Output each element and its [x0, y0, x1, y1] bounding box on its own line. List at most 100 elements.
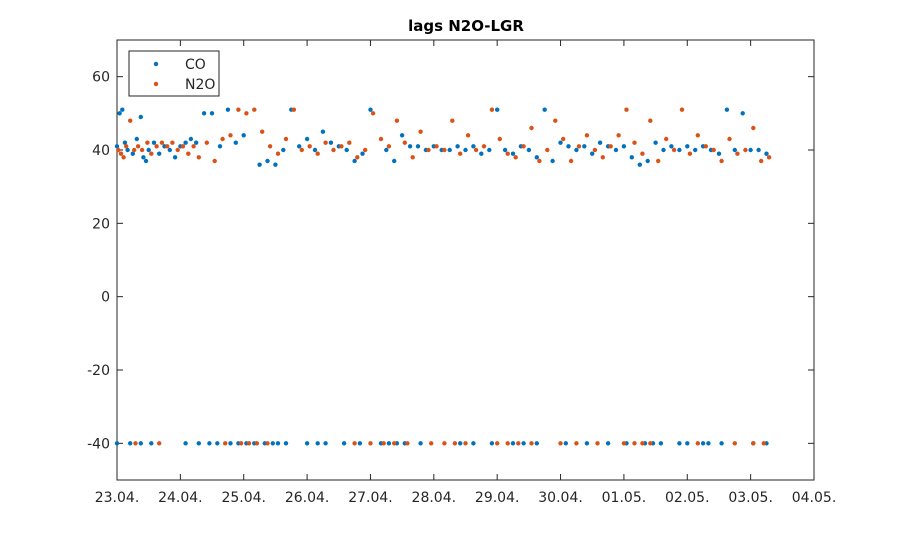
data-point-co — [172, 155, 178, 160]
y-tick-label: 40 — [92, 143, 110, 159]
data-point-co — [146, 147, 151, 153]
data-point-n2o — [545, 147, 550, 153]
data-point-co — [183, 441, 188, 446]
data-point-n2o — [735, 151, 740, 156]
data-point-co — [368, 107, 373, 112]
data-point-co — [574, 147, 579, 153]
y-tick-label: 60 — [92, 70, 110, 86]
data-point-n2o — [283, 136, 289, 142]
data-point-co — [706, 441, 711, 446]
data-point-n2o — [529, 125, 534, 131]
data-point-n2o — [621, 441, 627, 446]
data-point-n2o — [323, 140, 328, 145]
data-point-co — [584, 441, 590, 446]
data-point-co — [194, 140, 199, 145]
data-point-co — [320, 129, 326, 134]
data-point-co — [157, 151, 162, 156]
data-point-n2o — [648, 118, 653, 123]
data-point-n2o — [265, 441, 270, 446]
data-point-co — [114, 144, 120, 149]
data-point-co — [233, 140, 238, 145]
data-point-co — [732, 147, 737, 153]
data-point-n2o — [465, 133, 471, 138]
x-tick-label: 29.04. — [475, 490, 520, 506]
data-point-co — [188, 136, 194, 142]
data-point-co — [455, 144, 460, 149]
data-point-co — [207, 441, 212, 446]
data-point-co — [149, 441, 154, 446]
data-point-n2o — [204, 140, 209, 145]
data-point-n2o — [495, 441, 500, 446]
data-point-n2o — [157, 441, 162, 446]
y-tick-label: 20 — [92, 216, 110, 232]
data-point-n2o — [170, 140, 175, 145]
x-tick-label: 24.04. — [158, 490, 203, 506]
data-point-n2o — [246, 441, 252, 446]
data-point-co — [241, 133, 246, 138]
data-point-n2o — [410, 155, 415, 160]
legend: CO N2O — [128, 50, 220, 97]
data-point-n2o — [299, 147, 304, 153]
data-point-co — [312, 147, 318, 153]
data-point-co — [719, 441, 724, 446]
data-point-co — [315, 441, 320, 446]
plot-area — [116, 39, 815, 481]
data-point-co — [183, 140, 188, 145]
data-point-co — [637, 162, 642, 167]
data-point-n2o — [640, 441, 645, 446]
data-point-n2o — [133, 441, 138, 446]
data-point-n2o — [574, 441, 579, 446]
data-point-n2o — [128, 118, 133, 123]
data-point-co — [716, 151, 722, 156]
data-point-n2o — [405, 441, 410, 446]
data-point-co — [629, 155, 634, 160]
data-point-n2o — [191, 144, 196, 149]
x-tick-label: 01.05. — [602, 490, 647, 506]
data-point-n2o — [664, 136, 669, 142]
data-point-n2o — [452, 441, 458, 446]
data-point-co — [661, 147, 666, 153]
x-tick-label: 23.04. — [95, 490, 140, 506]
data-point-n2o — [687, 151, 693, 156]
data-point-n2o — [695, 133, 700, 138]
data-point-co — [487, 147, 492, 153]
data-point-n2o — [450, 118, 455, 123]
data-point-co — [141, 155, 146, 160]
data-point-n2o — [608, 144, 613, 149]
data-point-n2o — [220, 136, 225, 142]
data-point-n2o — [426, 147, 431, 153]
data-point-co — [463, 147, 468, 153]
data-point-n2o — [751, 441, 756, 446]
data-point-n2o — [679, 107, 685, 112]
data-point-co — [225, 107, 231, 112]
data-point-co — [521, 441, 526, 446]
data-point-co — [677, 441, 682, 446]
data-point-co — [323, 441, 328, 446]
data-point-n2o — [352, 441, 357, 446]
data-point-co — [563, 441, 568, 446]
data-point-n2o — [196, 155, 201, 160]
data-point-co — [138, 441, 143, 446]
legend-label-co: CO — [185, 57, 206, 73]
data-point-n2o — [363, 147, 368, 153]
data-point-co — [209, 111, 215, 116]
data-point-n2o — [418, 129, 423, 134]
data-point-co — [534, 155, 539, 160]
data-point-co — [669, 144, 674, 149]
data-point-n2o — [339, 144, 344, 149]
data-point-n2o — [186, 151, 191, 156]
data-point-n2o — [463, 441, 468, 446]
data-point-n2o — [513, 155, 518, 160]
data-point-co — [352, 158, 357, 164]
data-point-co — [502, 147, 508, 153]
data-point-n2o — [648, 441, 653, 446]
data-point-co — [143, 158, 149, 164]
data-point-co — [471, 144, 476, 149]
data-point-n2o — [315, 151, 320, 156]
data-point-co — [685, 441, 690, 446]
x-tick-label: 28.04. — [412, 490, 457, 506]
data-point-co — [489, 441, 495, 446]
data-point-co — [510, 151, 516, 156]
data-point-co — [117, 111, 122, 116]
